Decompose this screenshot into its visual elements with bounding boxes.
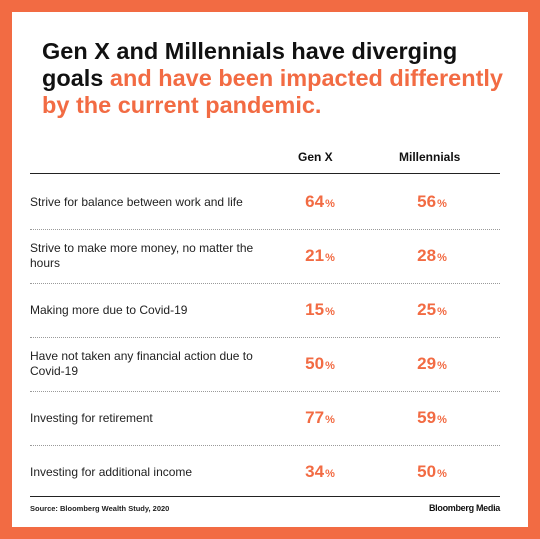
row-label: Have not taken any financial action due … bbox=[30, 349, 253, 378]
millennials-value-number: 25 bbox=[417, 300, 437, 319]
table-row: Strive for balance between work and life… bbox=[30, 175, 500, 230]
column-header-gen-x: Gen X bbox=[298, 150, 333, 164]
chart-title: Gen X and Millennials have diverging goa… bbox=[42, 38, 512, 119]
percent-sign: % bbox=[325, 359, 335, 372]
percent-sign: % bbox=[437, 305, 447, 318]
bloomberg-media-logo: Bloomberg Media bbox=[428, 503, 500, 513]
gen-x-value: 15% bbox=[284, 283, 356, 337]
percent-sign: % bbox=[437, 359, 447, 372]
gen-x-value-number: 50 bbox=[305, 354, 325, 373]
gen-x-value: 34% bbox=[284, 445, 356, 499]
percent-sign: % bbox=[325, 413, 335, 426]
millennials-value-number: 59 bbox=[417, 408, 437, 427]
millennials-value: 29% bbox=[396, 337, 468, 391]
percent-sign: % bbox=[325, 467, 335, 480]
gen-x-value: 21% bbox=[284, 229, 356, 283]
gen-x-value-number: 64 bbox=[305, 192, 325, 211]
table-row: Strive to make more money, no matter the… bbox=[30, 229, 500, 284]
gen-x-value-number: 34 bbox=[305, 462, 325, 481]
table-row: Making more due to Covid-19 15% 25% bbox=[30, 283, 500, 338]
percent-sign: % bbox=[325, 197, 335, 210]
percent-sign: % bbox=[325, 251, 335, 264]
millennials-value: 59% bbox=[396, 391, 468, 445]
header-rule bbox=[30, 173, 500, 174]
percent-sign: % bbox=[437, 467, 447, 480]
millennials-value: 56% bbox=[396, 175, 468, 229]
millennials-value: 28% bbox=[396, 229, 468, 283]
millennials-value-number: 29 bbox=[417, 354, 437, 373]
gen-x-value: 64% bbox=[284, 175, 356, 229]
title-part-2-highlight: and have been impacted differently by th… bbox=[42, 65, 503, 118]
millennials-value: 50% bbox=[396, 445, 468, 499]
table-row: Investing for retirement 77% 59% bbox=[30, 391, 500, 446]
gen-x-value-number: 21 bbox=[305, 246, 325, 265]
gen-x-value: 77% bbox=[284, 391, 356, 445]
percent-sign: % bbox=[437, 413, 447, 426]
content-card: Gen X and Millennials have diverging goa… bbox=[12, 12, 528, 527]
column-header-millennials: Millennials bbox=[399, 150, 461, 164]
row-label: Strive to make more money, no matter the… bbox=[30, 241, 254, 270]
percent-sign: % bbox=[325, 305, 335, 318]
millennials-value-number: 56 bbox=[417, 192, 437, 211]
gen-x-value: 50% bbox=[284, 337, 356, 391]
table-row: Investing for additional income 34% 50% bbox=[30, 445, 500, 499]
millennials-value: 25% bbox=[396, 283, 468, 337]
percent-sign: % bbox=[437, 197, 447, 210]
row-label: Strive for balance between work and life bbox=[30, 194, 243, 209]
title-part-1: Gen X and Millennials have diverging goa… bbox=[42, 38, 458, 91]
gen-x-value-number: 15 bbox=[305, 300, 325, 319]
source-note: Source: Bloomberg Wealth Study, 2020 bbox=[30, 504, 170, 513]
row-label: Investing for retirement bbox=[30, 410, 153, 425]
percent-sign: % bbox=[437, 251, 447, 264]
millennials-value-number: 50 bbox=[417, 462, 437, 481]
millennials-value-number: 28 bbox=[417, 246, 437, 265]
gen-x-value-number: 77 bbox=[305, 408, 325, 427]
row-label: Investing for additional income bbox=[30, 464, 193, 479]
row-label: Making more due to Covid-19 bbox=[30, 302, 188, 317]
footer-rule bbox=[30, 496, 500, 497]
table-row: Have not taken any financial action due … bbox=[30, 337, 500, 392]
